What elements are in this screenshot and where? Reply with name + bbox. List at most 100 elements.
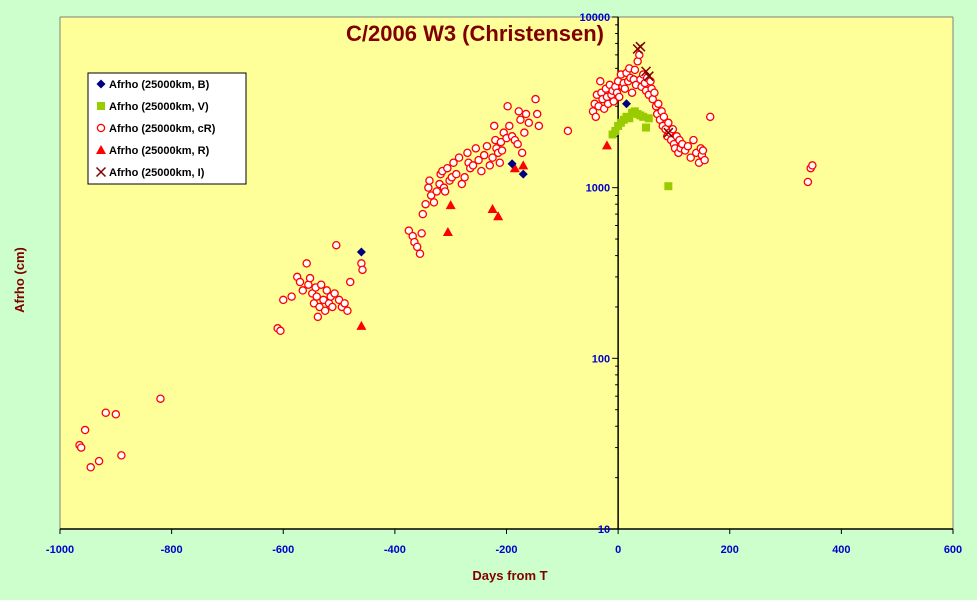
data-point	[514, 107, 524, 116]
data-point	[429, 198, 439, 207]
data-point	[424, 183, 433, 192]
data-point	[659, 112, 669, 122]
x-tick-label: 200	[721, 544, 739, 556]
data-point	[111, 410, 121, 419]
data-point	[442, 226, 453, 236]
data-point	[664, 118, 673, 128]
data-point	[517, 148, 527, 158]
data-point	[417, 229, 426, 238]
data-point	[345, 277, 355, 287]
data-point	[320, 306, 330, 316]
data-point	[611, 126, 620, 135]
data-point	[630, 65, 640, 75]
data-point	[505, 121, 514, 131]
x-tick-label: 400	[832, 544, 850, 556]
data-point	[620, 84, 630, 93]
data-point	[686, 153, 695, 162]
legend-label: Afrho (25000km, I)	[109, 167, 205, 179]
data-points	[75, 41, 817, 472]
data-point	[412, 242, 422, 252]
data-point	[477, 166, 486, 176]
data-point	[471, 144, 481, 153]
data-point	[664, 182, 673, 191]
data-point	[452, 169, 461, 179]
data-point	[609, 97, 618, 106]
data-point	[449, 158, 458, 167]
data-point	[425, 176, 434, 185]
data-point	[503, 101, 512, 111]
data-point	[358, 265, 367, 275]
x-tick-label: -600	[272, 544, 294, 556]
data-point	[614, 92, 624, 102]
data-point	[621, 99, 631, 109]
data-point	[432, 187, 441, 196]
legend-label: Afrho (25000km, V)	[109, 101, 209, 113]
data-point	[287, 292, 296, 301]
legend-label: Afrho (25000km, cR)	[109, 123, 216, 135]
legend-marker	[96, 79, 106, 89]
data-point	[627, 88, 637, 97]
data-point	[479, 150, 489, 160]
data-point	[497, 146, 507, 155]
data-point	[454, 153, 464, 162]
legend-marker	[96, 145, 106, 154]
data-point	[343, 306, 352, 316]
data-point	[516, 115, 525, 125]
x-axis-title: Days from T	[472, 568, 547, 583]
data-point	[532, 109, 542, 119]
data-point	[489, 121, 499, 131]
data-point	[601, 140, 612, 150]
data-point	[689, 135, 698, 145]
data-point	[654, 99, 663, 109]
data-point	[705, 112, 715, 122]
data-point	[328, 302, 337, 312]
data-point	[295, 277, 305, 287]
chart-title: C/2006 W3 (Christensen)	[346, 21, 604, 46]
data-point	[641, 66, 652, 77]
data-point	[488, 153, 497, 162]
data-point	[518, 160, 529, 170]
legend-marker	[97, 102, 105, 110]
legend: Afrho (25000km, B) Afrho (25000km, V) Afrh…	[87, 72, 247, 185]
data-point	[644, 114, 653, 123]
data-point	[332, 240, 341, 250]
legend-label: Afrho (25000km, R)	[109, 145, 210, 157]
data-point	[474, 155, 483, 165]
data-point	[117, 451, 126, 460]
data-point	[421, 199, 430, 209]
data-point	[520, 128, 529, 137]
data-point	[276, 326, 285, 336]
data-point	[495, 158, 505, 167]
data-point	[482, 141, 492, 151]
data-point	[596, 77, 605, 86]
data-point	[330, 289, 339, 298]
data-point	[635, 41, 646, 52]
data-point	[521, 109, 531, 119]
data-point	[426, 191, 436, 200]
data-point	[302, 259, 311, 268]
data-point	[493, 211, 504, 221]
legend-label: Afrho (25000km, B)	[109, 79, 210, 91]
data-point	[86, 463, 95, 472]
data-point	[625, 114, 634, 123]
data-point	[639, 112, 648, 121]
data-point	[94, 456, 104, 466]
data-point	[650, 88, 659, 97]
data-point	[415, 249, 425, 259]
x-tick-label: -200	[495, 544, 517, 556]
data-point	[808, 161, 817, 170]
data-point	[305, 273, 315, 283]
data-point	[700, 155, 709, 165]
x-tick-label: 600	[944, 544, 962, 556]
data-point	[440, 187, 450, 196]
data-point	[509, 163, 520, 173]
data-point	[485, 161, 495, 170]
data-point	[101, 408, 111, 417]
y-tick-label: 10000	[580, 12, 611, 24]
data-point	[487, 203, 498, 213]
data-point	[356, 320, 367, 330]
data-point	[80, 425, 90, 435]
legend-box	[87, 72, 247, 185]
legend-marker	[96, 123, 106, 133]
